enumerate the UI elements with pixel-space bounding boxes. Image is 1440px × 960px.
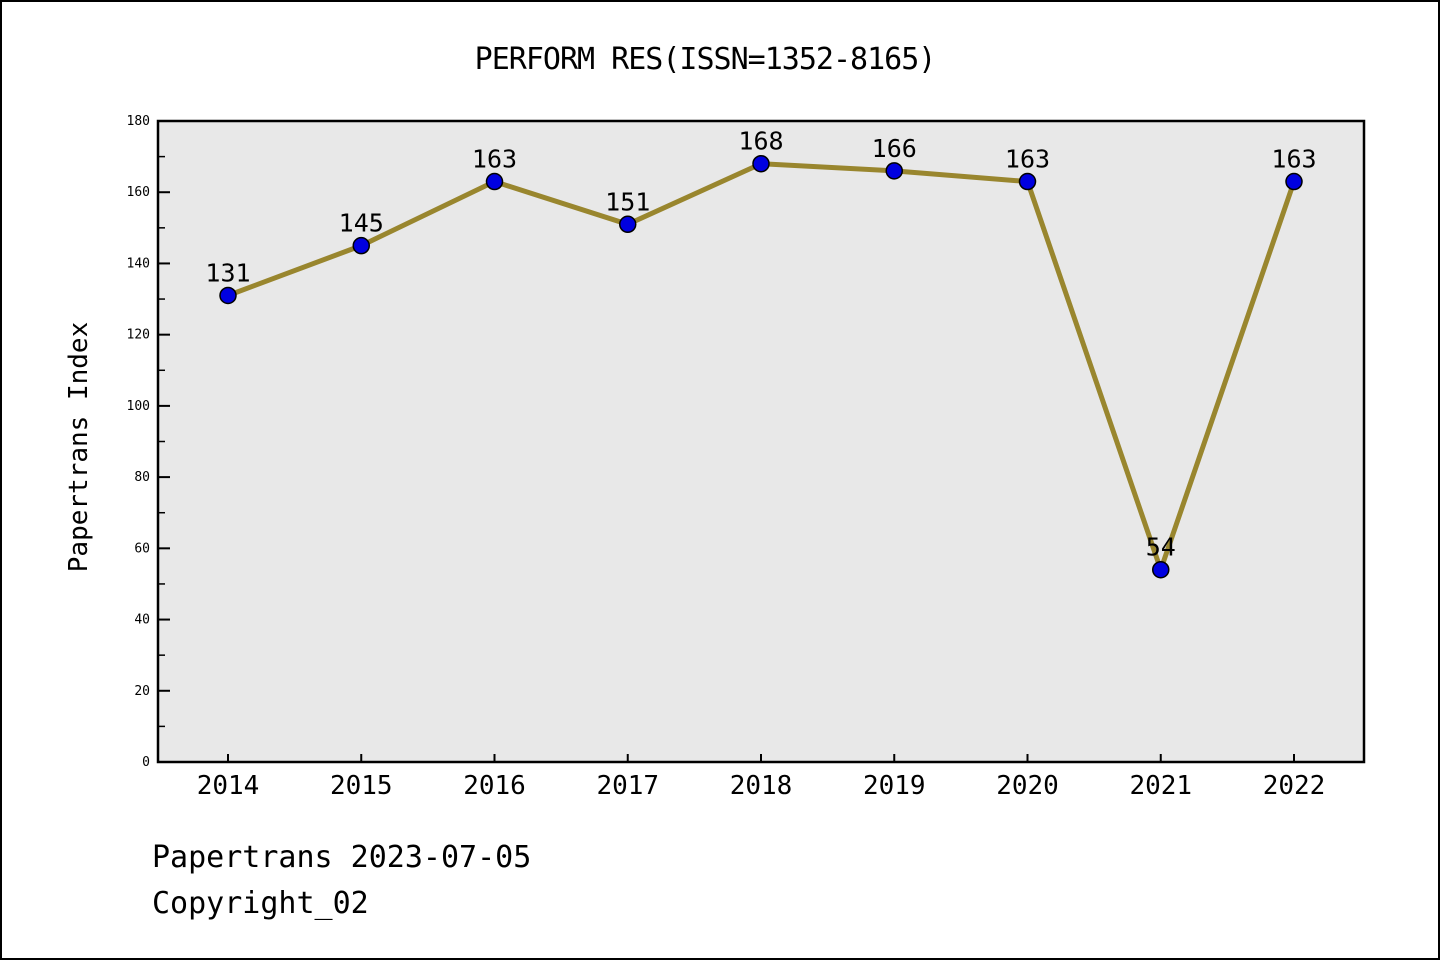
data-point-label: 131	[205, 258, 250, 287]
data-point-label: 145	[339, 209, 384, 238]
chart-title: PERFORM RES(ISSN=1352-8165)	[474, 42, 937, 77]
x-tick-label: 2021	[1129, 771, 1192, 801]
y-tick-label: 80	[134, 470, 150, 485]
y-tick-label: 180	[127, 114, 150, 129]
x-tick-label: 2014	[197, 771, 260, 801]
plot-background	[158, 121, 1364, 762]
data-point	[219, 286, 237, 305]
x-tick-label: 2020	[996, 771, 1059, 801]
y-tick-label: 40	[134, 613, 150, 628]
data-point-label: 166	[872, 134, 917, 163]
data-point	[752, 154, 770, 173]
data-point-label: 163	[472, 145, 517, 174]
x-tick-label: 2022	[1263, 771, 1326, 801]
data-point-label: 54	[1146, 533, 1176, 562]
y-tick-label: 160	[127, 185, 150, 200]
y-tick-label: 140	[127, 256, 150, 271]
data-point	[1285, 172, 1303, 191]
data-point-label: 163	[1005, 145, 1050, 174]
footer-date: Papertrans 2023-07-05	[152, 840, 532, 875]
data-point	[1152, 560, 1170, 579]
x-tick-label: 2018	[730, 771, 793, 801]
x-tick-label: 2017	[596, 771, 659, 801]
data-point-label: 168	[738, 127, 783, 156]
data-point-label: 163	[1271, 145, 1316, 174]
y-tick-label: 100	[127, 399, 150, 414]
data-point-label: 151	[605, 187, 650, 216]
y-tick-label: 0	[142, 755, 150, 770]
data-point	[885, 162, 903, 180]
footer-copyright: Copyright_02	[152, 886, 369, 921]
y-tick-label: 60	[134, 541, 150, 556]
plot-border	[156, 119, 1366, 764]
y-tick-label: 20	[134, 684, 150, 699]
data-point	[1018, 172, 1037, 191]
data-point	[619, 215, 637, 234]
data-point	[352, 236, 370, 255]
data-point	[485, 172, 504, 191]
x-tick-label: 2015	[330, 771, 393, 801]
y-tick-label: 120	[127, 328, 150, 343]
x-tick-label: 2016	[463, 771, 526, 801]
x-tick-label: 2019	[863, 771, 926, 801]
